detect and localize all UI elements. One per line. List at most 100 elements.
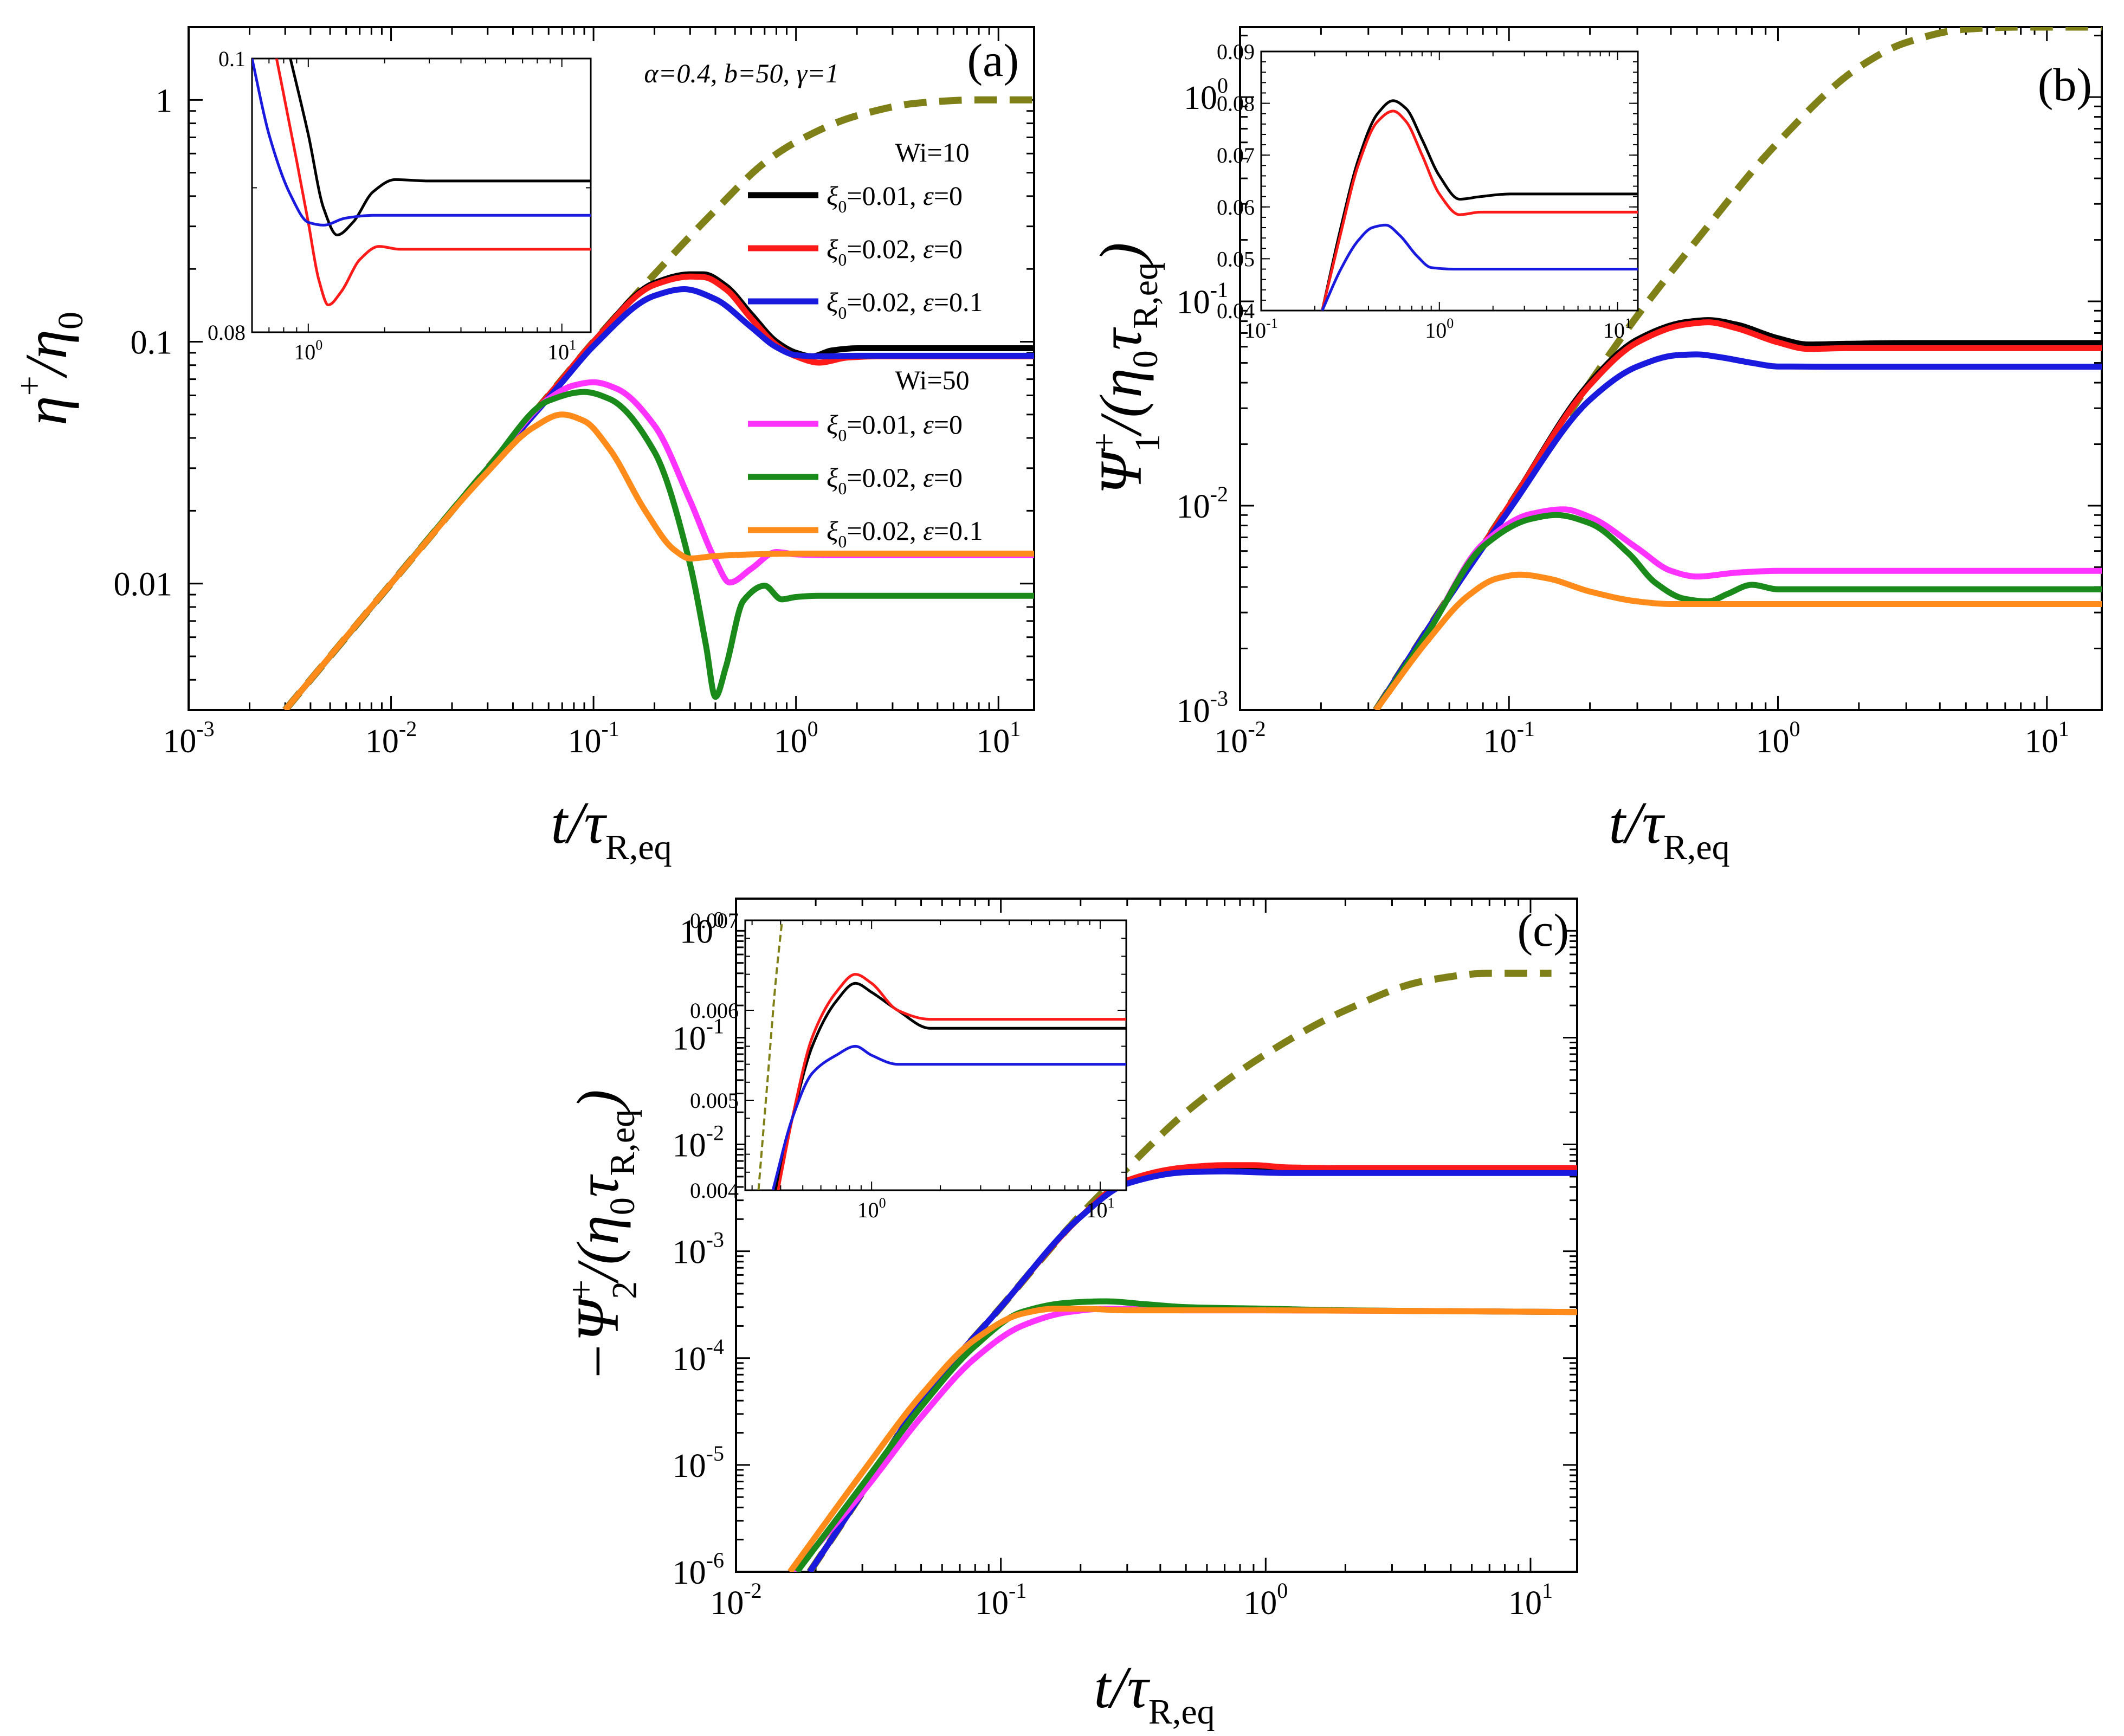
b-series-line-orange (1373, 571, 2102, 710)
a-legend-label: ξ0=0.02, ε=0 (827, 234, 963, 269)
b-inset-y-tick-label: 0.08 (1217, 92, 1255, 116)
a-y-tick-label: 0.1 (131, 325, 173, 362)
c-series-line-black (807, 1164, 1577, 1572)
a-inset-x-tick-label: 100 (294, 337, 322, 364)
b-inset-y-tick-label: 0.05 (1217, 247, 1255, 271)
a-series-line-blue (282, 286, 1034, 710)
b-inset-x-tick-label: 100 (1425, 315, 1454, 343)
c-x-tick-label: 100 (1243, 1578, 1288, 1622)
a-inset-background (252, 59, 591, 332)
b-panel-label: (b) (2038, 59, 2092, 111)
c-y-tick-label: 10-5 (673, 1441, 724, 1485)
a-legend-label: ξ0=0.01, ε=0 (827, 180, 963, 216)
c-panel-label: (c) (1518, 904, 1569, 956)
b-inset-plot-frame (1260, 50, 1639, 312)
c-inset: 100 101 0.004 0.005 0.006 0.007 (690, 908, 1127, 1222)
a-y-axis-label: η+/η0 (10, 312, 91, 425)
c-y-tick-label: 10-3 (673, 1228, 724, 1271)
a-x-tick-label: 10-2 (365, 717, 417, 760)
a-inset-series-group (252, 59, 591, 307)
a-plot-frame (188, 26, 1035, 711)
a-inset-series-line-blue (252, 59, 591, 227)
a-series-group (282, 96, 1034, 710)
b-series-group (1373, 27, 2102, 710)
c-inset-y-tick-label: 0.007 (690, 908, 739, 933)
c-inset-series-line-blue (771, 1044, 1126, 1190)
b-y-tick-label: 100 (1184, 73, 1228, 117)
a-inset-y-tick-label: 0.1 (218, 47, 246, 71)
b-x-tick-label: 10-2 (1214, 717, 1266, 760)
c-y-axis-label: −Ψ+ 2/(η0τR,eq) (561, 1089, 644, 1382)
a-x-tick-label: 100 (774, 717, 818, 760)
c-series-group (787, 970, 1577, 1572)
b-series-line-black (1373, 317, 2102, 710)
a-series-line-olive (282, 96, 1034, 710)
b-series-line-magenta (1373, 506, 2102, 710)
b-inset-series-line-blue (1321, 223, 1638, 311)
c-y-tick-label: 100 (680, 907, 724, 950)
b-series-line-red (1373, 319, 2102, 710)
a-y-tick-label: 0.01 (114, 566, 173, 603)
a-x-tick-label: 101 (976, 717, 1021, 760)
c-inset-x-tick-label: 100 (857, 1195, 886, 1222)
c-inset-x-tick-label: 101 (1086, 1195, 1114, 1222)
c-inset-series-line-red (777, 973, 1126, 1190)
a-x-tick-label: 10-3 (163, 717, 214, 760)
c-series-line-orange (787, 1306, 1577, 1572)
a-legend-label: ξ0=0.02, ε=0.1 (827, 287, 983, 322)
a-inset-series-line-red (275, 59, 591, 307)
a-y-tick-label: 1 (156, 82, 172, 119)
b-series-line-green (1373, 512, 2102, 710)
a-legend-label: ξ0=0.01, ε=0 (827, 409, 963, 445)
b-x-axis-label: t/τR,eq (1609, 790, 1729, 867)
b-y-tick-label: 10-3 (1177, 686, 1228, 730)
b-x-tick-label: 101 (2025, 717, 2069, 760)
b-inset: 10-1 100 101 0.04 0.05 0.06 0.07 0.08 0.09 (1217, 40, 1639, 343)
b-inset-y-tick-label: 0.07 (1217, 143, 1255, 167)
c-inset-y-tick-label: 0.006 (690, 998, 739, 1023)
c-plot-frame (735, 898, 1578, 1573)
c-inset-plot-frame (744, 919, 1127, 1191)
b-inset-background (1261, 51, 1638, 311)
c-inset-series-group (757, 920, 1126, 1190)
c-y-tick-label: 10-6 (673, 1548, 724, 1591)
a-params-text: α=0.4, b=50, γ=1 (644, 58, 839, 88)
b-series-line-blue (1373, 351, 2102, 710)
c-inset-series-line-olive (757, 920, 784, 1190)
a-legend: Wi=10 ξ0=0.01, ε=0 ξ0=0.02, ε=0 ξ0=0.02, ε=… (748, 137, 983, 551)
a-legend-label: ξ0=0.02, ε=0 (827, 462, 963, 498)
b-inset-x-tick-label: 101 (1603, 315, 1632, 343)
c-inset-background (745, 920, 1126, 1190)
c-x-tick-label: 10-2 (710, 1578, 761, 1622)
a-series-line-red (282, 273, 1034, 710)
c-x-axis-label: t/τR,eq (1094, 1654, 1215, 1732)
c-x-tick-label: 10-1 (975, 1578, 1027, 1622)
a-panel-label: (a) (967, 34, 1019, 86)
c-x-tick-label: 101 (1508, 1578, 1553, 1622)
a-x-axis-label: t/τR,eq (551, 790, 672, 867)
b-inset-series-group (1321, 99, 1638, 311)
b-x-tick-label: 10-1 (1483, 717, 1535, 760)
a-legend-group-title: Wi=10 (895, 137, 969, 167)
b-y-axis-label: Ψ+ 1/(η0τR,eq) (1084, 242, 1167, 494)
a-inset-x-tick-label: 101 (547, 337, 576, 364)
c-y-tick-label: 10-2 (673, 1121, 724, 1164)
b-inset-x-tick-label: 10-1 (1244, 315, 1278, 343)
panel-a: 10-3 10-2 10-1 100 101 0.01 0.1 1 t/τR,eq η+/η0 (a… (10, 26, 1035, 867)
c-series-line-green (795, 1298, 1577, 1572)
c-series-line-magenta (791, 1306, 1577, 1572)
a-legend-label: ξ0=0.02, ε=0.1 (827, 515, 983, 551)
b-y-tick-label: 10-1 (1177, 277, 1228, 321)
b-series-line-olive (1373, 27, 2102, 710)
a-series-line-orange (282, 411, 1034, 710)
c-y-tick-label: 10-4 (673, 1334, 724, 1378)
a-inset: 100 101 0.08 0.1 (208, 47, 592, 364)
b-inset-y-tick-label: 0.09 (1217, 40, 1255, 64)
b-inset-y-tick-label: 0.04 (1217, 299, 1255, 323)
b-inset-series-line-red (1321, 109, 1638, 311)
b-inset-y-tick-label: 0.06 (1217, 195, 1255, 220)
a-legend-group-title: Wi=50 (895, 365, 969, 395)
c-inset-y-tick-label: 0.005 (690, 1088, 739, 1113)
a-inset-series-line-black (289, 59, 591, 237)
